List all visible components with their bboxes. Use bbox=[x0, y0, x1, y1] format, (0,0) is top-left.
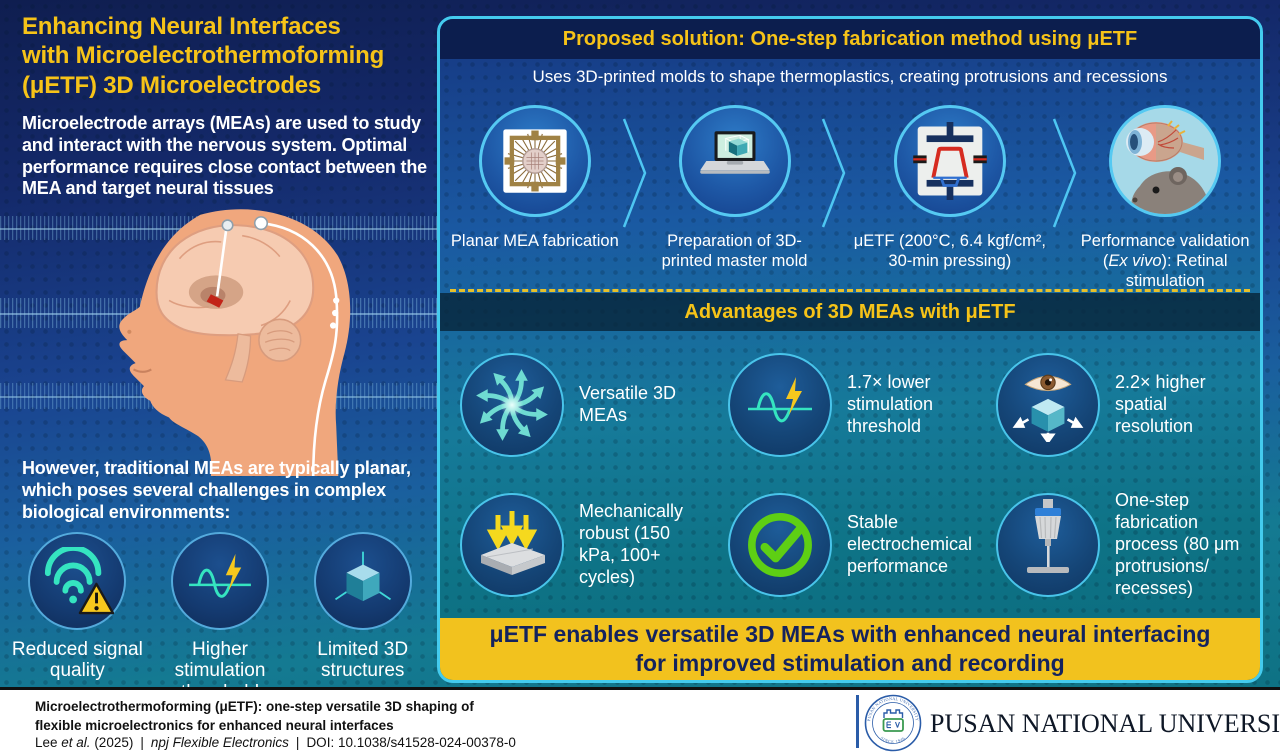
page-title: Enhancing Neural Interfaces with Microel… bbox=[22, 12, 384, 100]
advantage-item: Mechanically robust (150 kPa, 100+ cycle… bbox=[452, 474, 720, 616]
pinwheel-arrows-icon bbox=[474, 367, 550, 443]
advantage-label: 2.2× higher spatial resolution bbox=[1115, 372, 1206, 437]
advantage-label: Mechanically robust (150 kPa, 100+ cycle… bbox=[579, 500, 684, 587]
step-label: μETF (200°C, 6.4 kgf/cm², 30-min pressin… bbox=[853, 232, 1046, 271]
process-steps: Planar MEA fabrication bbox=[440, 105, 1260, 291]
compressed-slab-icon bbox=[481, 510, 545, 575]
banner-line: for improved stimulation and recording bbox=[635, 650, 1065, 676]
head-brain-illustration bbox=[28, 196, 448, 477]
chevron-arrow-icon bbox=[822, 118, 846, 228]
step-label: Planar MEA fabrication bbox=[450, 232, 619, 250]
dashed-separator bbox=[450, 289, 1250, 292]
intro-text: Microelectrode arrays (MEAs) are used to… bbox=[22, 113, 427, 199]
challenge-heading: However, traditional MEAs are typically … bbox=[22, 458, 411, 522]
step-master-mold: Preparation of 3D-printed master mold bbox=[648, 105, 822, 271]
page-title-line: Enhancing Neural Interfaces bbox=[22, 13, 341, 40]
step-uetf-press: μETF (200°C, 6.4 kgf/cm², 30-min pressin… bbox=[847, 105, 1052, 271]
wifi-warning-icon bbox=[45, 547, 115, 615]
advantages-grid: Versatile 3D MEAs 1.7× lower stimulation… bbox=[452, 337, 1256, 616]
challenge-label: Limited 3D structures bbox=[317, 639, 409, 682]
chevron-arrow-icon bbox=[1053, 118, 1077, 228]
step-validation: Performance validation (Ex vivo): Retina… bbox=[1078, 105, 1252, 291]
advantage-item: 1.7× lower stimulation threshold bbox=[720, 337, 988, 474]
chevron-arrow-icon bbox=[622, 118, 647, 228]
footer-divider bbox=[856, 695, 859, 748]
advantages-header: Advantages of 3D MEAs with μETF bbox=[684, 300, 1016, 323]
advantage-item: One-step fabrication process (80 μm prot… bbox=[988, 474, 1256, 616]
electrode-lead bbox=[215, 227, 228, 297]
challenge-item: Limited 3D structures bbox=[291, 532, 434, 703]
challenge-item: Higher stimulation threshold bbox=[149, 532, 292, 703]
advantage-label: One-step fabrication process (80 μm prot… bbox=[1115, 489, 1240, 598]
implant-tip bbox=[206, 294, 224, 308]
advantages-header-bar: Advantages of 3D MEAs with μETF bbox=[440, 293, 1260, 331]
footer: Microelectrothermoforming (μETF): one-st… bbox=[0, 687, 1280, 754]
solution-subtitle: Uses 3D-printed molds to shape thermopla… bbox=[532, 67, 1168, 86]
challenge-item: Reduced signal quality bbox=[6, 532, 149, 703]
thermoforming-press-icon bbox=[913, 122, 987, 200]
advantage-label: Stable electrochemical performance bbox=[847, 511, 973, 576]
micro-drill-icon bbox=[1027, 498, 1069, 573]
step-label: Preparation of 3D-printed master mold bbox=[661, 232, 808, 271]
waveform-lightning-icon bbox=[189, 553, 251, 598]
main-background: Enhancing Neural Interfaces with Microel… bbox=[0, 0, 1280, 687]
challenge-label: Reduced signal quality bbox=[11, 639, 143, 682]
mea-chip-icon bbox=[503, 129, 567, 193]
pnu-seal-icon: PUSAN NATIONAL UNIVERSITY SINCE 1946 bbox=[864, 694, 922, 752]
solution-panel: Proposed solution: One-step fabrication … bbox=[437, 16, 1263, 683]
page-title-line: (μETF) 3D Microelectrodes bbox=[22, 71, 322, 99]
banner-line: μETF enables versatile 3D MEAs with enha… bbox=[489, 621, 1211, 648]
step-planar-mea: Planar MEA fabrication bbox=[448, 105, 622, 251]
step-label: Performance validation (Ex vivo): Retina… bbox=[1080, 232, 1250, 291]
advantage-item: Versatile 3D MEAs bbox=[452, 337, 720, 474]
head-profile-icon bbox=[119, 209, 351, 477]
waveform-lightning-icon bbox=[748, 377, 812, 423]
solution-header: Proposed solution: One-step fabrication … bbox=[562, 27, 1138, 50]
advantage-item: 2.2× higher spatial resolution bbox=[988, 337, 1256, 474]
page-title-line: with Microelectrothermoforming bbox=[22, 42, 385, 70]
citation: Lee et al. (2025) | npj Flexible Electroni… bbox=[35, 735, 516, 750]
eye-cube-icon bbox=[1012, 374, 1084, 443]
eye-rat-icon bbox=[1112, 108, 1219, 214]
university-wordmark: PUSAN NATIONAL UNIVERSITY bbox=[930, 709, 1280, 738]
advantage-label: 1.7× lower stimulation threshold bbox=[847, 372, 934, 437]
check-circle-icon bbox=[748, 512, 812, 577]
solution-header-bar: Proposed solution: One-step fabrication … bbox=[440, 19, 1260, 59]
conclusion-banner: μETF enables versatile 3D MEAs with enha… bbox=[440, 618, 1260, 680]
cube-axes-icon bbox=[334, 551, 391, 602]
advantage-item: Stable electrochemical performance bbox=[720, 474, 988, 616]
doi-text: DOI: 10.1038/s41528-024-00378-0 bbox=[306, 735, 516, 750]
paper-title: Microelectrothermoforming (μETF): one-st… bbox=[35, 699, 474, 733]
svg-text:SINCE 1946: SINCE 1946 bbox=[880, 735, 906, 744]
challenges-row: Reduced signal quality Higher stimulatio… bbox=[6, 532, 434, 703]
electrode-wire bbox=[260, 221, 339, 477]
laptop-3d-model-icon bbox=[699, 131, 770, 174]
advantage-label: Versatile 3D MEAs bbox=[579, 383, 677, 426]
